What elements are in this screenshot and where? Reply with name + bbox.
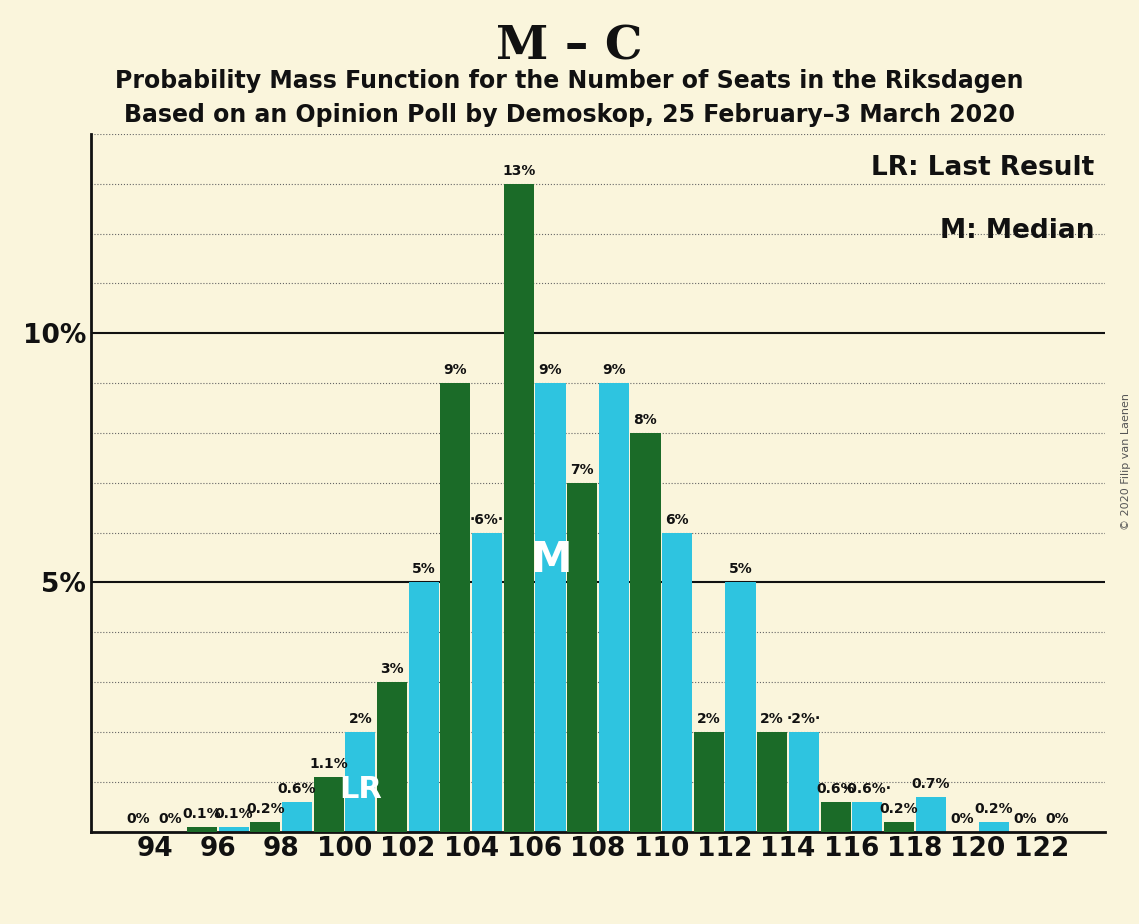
- Text: 0.6%: 0.6%: [278, 782, 317, 796]
- Bar: [978, 821, 1009, 832]
- Text: ·6%·: ·6%·: [470, 513, 505, 527]
- Text: 0.1%: 0.1%: [182, 807, 221, 821]
- Text: M: Median: M: Median: [940, 218, 1095, 244]
- Text: Probability Mass Function for the Number of Seats in the Riksdagen: Probability Mass Function for the Number…: [115, 69, 1024, 93]
- Text: 0%: 0%: [158, 811, 182, 826]
- Text: 0%: 0%: [126, 811, 150, 826]
- Text: 0.2%: 0.2%: [246, 802, 285, 816]
- Bar: [535, 383, 565, 832]
- Bar: [726, 582, 755, 832]
- Text: © 2020 Filip van Laenen: © 2020 Filip van Laenen: [1121, 394, 1131, 530]
- Text: M – C: M – C: [497, 23, 642, 69]
- Bar: [599, 383, 629, 832]
- Text: 1.1%: 1.1%: [310, 757, 349, 771]
- Text: 5%: 5%: [412, 563, 435, 577]
- Text: 0.2%: 0.2%: [975, 802, 1014, 816]
- Bar: [662, 532, 693, 832]
- Text: 0.7%: 0.7%: [911, 777, 950, 791]
- Text: 6%: 6%: [665, 513, 689, 527]
- Text: 0%: 0%: [1046, 811, 1070, 826]
- Text: 5%: 5%: [729, 563, 753, 577]
- Text: 0.6%: 0.6%: [817, 782, 854, 796]
- Bar: [694, 732, 724, 832]
- Text: 9%: 9%: [443, 363, 467, 377]
- Bar: [884, 821, 913, 832]
- Text: 9%: 9%: [603, 363, 625, 377]
- Bar: [219, 827, 248, 832]
- Text: ·2%·: ·2%·: [787, 712, 821, 726]
- Bar: [282, 802, 312, 832]
- Text: 0%: 0%: [950, 811, 974, 826]
- Bar: [345, 732, 376, 832]
- Bar: [441, 383, 470, 832]
- Bar: [852, 802, 883, 832]
- Text: 13%: 13%: [502, 164, 535, 177]
- Text: 2%: 2%: [697, 712, 721, 726]
- Bar: [757, 732, 787, 832]
- Text: LR: LR: [339, 775, 382, 804]
- Text: 0.2%: 0.2%: [879, 802, 918, 816]
- Text: 3%: 3%: [380, 663, 404, 676]
- Bar: [503, 184, 534, 832]
- Bar: [377, 682, 407, 832]
- Text: Based on an Opinion Poll by Demoskop, 25 February–3 March 2020: Based on an Opinion Poll by Demoskop, 25…: [124, 103, 1015, 128]
- Text: 9%: 9%: [539, 363, 563, 377]
- Bar: [567, 482, 597, 832]
- Text: 2%: 2%: [349, 712, 372, 726]
- Bar: [313, 777, 344, 832]
- Bar: [472, 532, 502, 832]
- Text: LR: Last Result: LR: Last Result: [871, 155, 1095, 181]
- Text: 7%: 7%: [571, 463, 593, 477]
- Text: ·0.6%·: ·0.6%·: [843, 782, 892, 796]
- Bar: [789, 732, 819, 832]
- Bar: [820, 802, 851, 832]
- Bar: [631, 433, 661, 832]
- Bar: [916, 796, 945, 832]
- Text: M: M: [530, 539, 571, 580]
- Bar: [187, 827, 218, 832]
- Bar: [409, 582, 439, 832]
- Text: 0%: 0%: [1014, 811, 1038, 826]
- Text: 2%: 2%: [761, 712, 784, 726]
- Text: 0.1%: 0.1%: [214, 807, 253, 821]
- Text: 8%: 8%: [633, 413, 657, 427]
- Bar: [251, 821, 280, 832]
